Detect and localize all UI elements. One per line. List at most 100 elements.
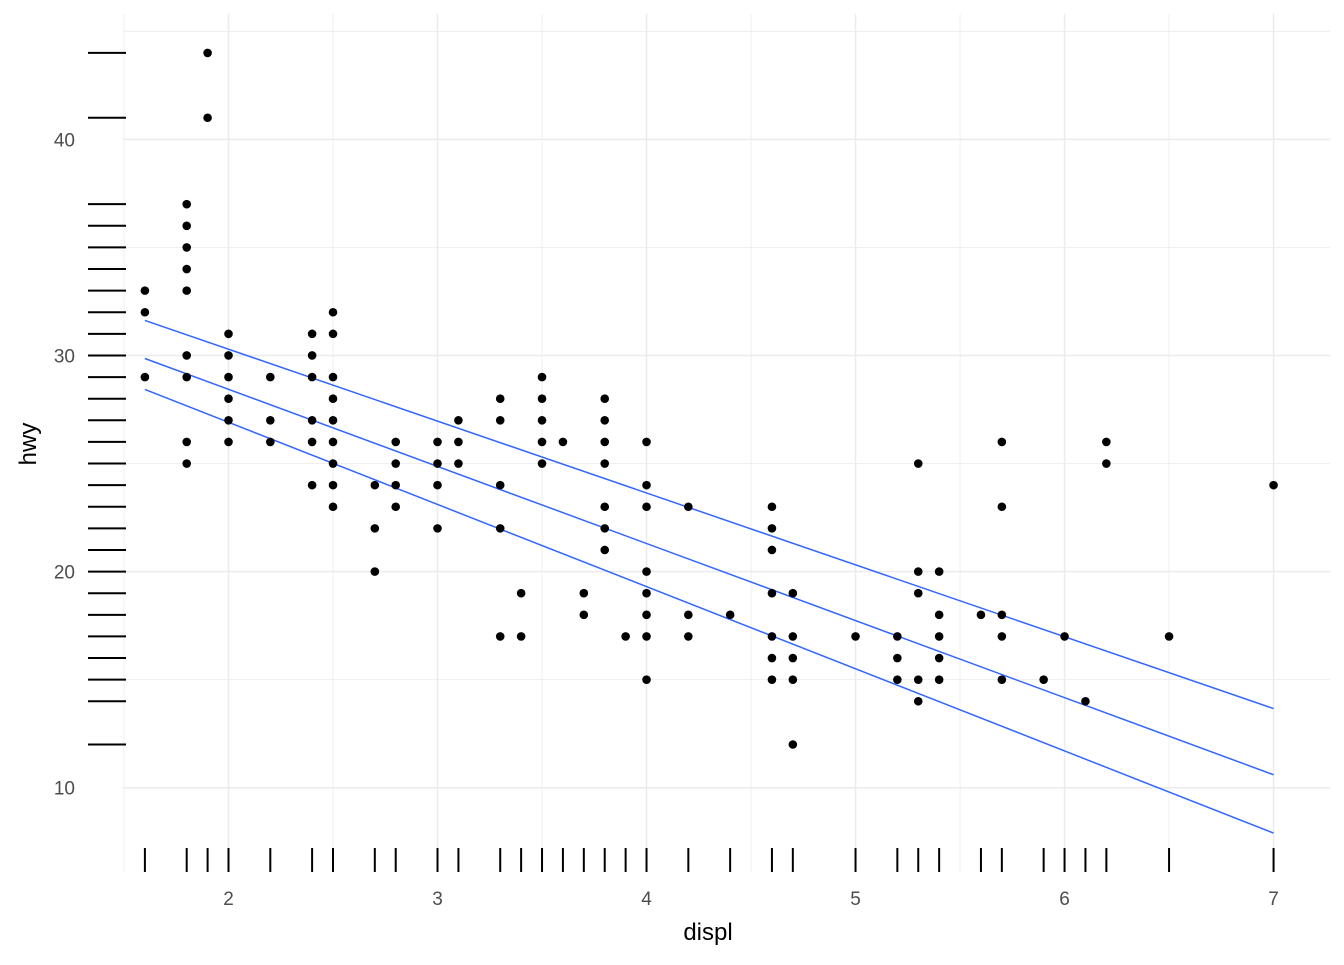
- data-point: [851, 632, 860, 641]
- data-point: [600, 437, 610, 447]
- y-tick-label: 30: [54, 346, 75, 367]
- data-point: [767, 502, 777, 512]
- data-point: [767, 632, 777, 641]
- data-point: [1039, 675, 1048, 684]
- data-point: [203, 113, 212, 123]
- data-point: [642, 567, 651, 576]
- data-point: [266, 437, 275, 447]
- data-point: [788, 632, 798, 641]
- data-point: [767, 588, 777, 598]
- data-point: [224, 416, 233, 425]
- data-point: [224, 351, 233, 360]
- data-point: [224, 329, 233, 339]
- data-point: [391, 480, 401, 490]
- quantile-line-quantile-0.25: [144, 388, 1274, 834]
- data-point: [642, 610, 651, 620]
- grid: [123, 14, 1330, 872]
- data-point: [893, 675, 902, 684]
- data-point: [788, 675, 798, 684]
- data-point: [266, 416, 275, 425]
- data-point: [537, 437, 547, 447]
- data-point: [600, 416, 610, 425]
- data-point: [997, 632, 1007, 641]
- data-point: [182, 221, 192, 231]
- data-point: [307, 416, 317, 425]
- data-point: [537, 459, 547, 468]
- data-point: [642, 675, 651, 684]
- data-point: [1102, 459, 1111, 468]
- data-point: [600, 545, 610, 555]
- data-point: [328, 329, 338, 339]
- data-point: [182, 372, 192, 382]
- data-point: [893, 632, 902, 641]
- quantile-lines: [144, 319, 1274, 834]
- quantile-line-quantile-0.75: [144, 319, 1274, 710]
- y-tick-label: 10: [54, 779, 75, 800]
- data-point: [224, 437, 233, 447]
- data-point: [307, 437, 317, 447]
- data-point: [621, 632, 630, 641]
- data-point: [391, 437, 401, 447]
- data-point: [224, 372, 233, 382]
- data-point: [642, 632, 651, 641]
- data-point: [182, 351, 192, 360]
- data-point: [203, 48, 212, 58]
- data-point: [140, 307, 150, 317]
- data-point: [893, 653, 902, 663]
- data-point: [600, 394, 610, 403]
- data-point: [642, 502, 651, 512]
- data-point: [725, 610, 735, 620]
- data-point: [788, 588, 798, 598]
- y-tick-label: 20: [54, 563, 75, 584]
- data-point: [328, 394, 338, 403]
- data-point: [495, 480, 505, 490]
- data-point: [913, 588, 923, 598]
- data-point: [537, 394, 547, 403]
- data-point: [1164, 632, 1174, 641]
- data-point: [328, 307, 338, 317]
- data-point: [433, 437, 442, 447]
- data-point: [140, 286, 150, 295]
- data-point: [328, 502, 338, 512]
- data-point: [433, 480, 442, 490]
- data-point: [767, 653, 777, 663]
- data-point: [642, 437, 651, 447]
- data-point: [307, 372, 317, 382]
- data-point: [328, 459, 338, 468]
- data-point: [788, 653, 798, 663]
- data-point: [370, 524, 380, 533]
- data-point: [328, 416, 338, 425]
- data-point: [537, 416, 547, 425]
- data-point: [454, 459, 463, 468]
- data-point: [495, 632, 505, 641]
- data-point: [976, 610, 986, 620]
- data-point: [767, 545, 777, 555]
- data-point: [788, 740, 798, 749]
- data-point: [642, 588, 651, 598]
- data-point: [328, 437, 338, 447]
- data-point: [684, 632, 693, 641]
- data-point: [224, 394, 233, 403]
- x-tick-label: 2: [223, 889, 234, 910]
- x-tick-label: 6: [1059, 889, 1070, 910]
- points: [140, 48, 1278, 749]
- data-point: [913, 567, 923, 576]
- x-tick-label: 4: [641, 889, 652, 910]
- data-point: [684, 610, 693, 620]
- data-point: [182, 199, 192, 209]
- x-tick-label: 5: [850, 889, 861, 910]
- data-point: [307, 329, 317, 339]
- data-point: [934, 632, 944, 641]
- data-point: [182, 286, 192, 295]
- data-point: [516, 588, 526, 598]
- rug: [88, 51, 1275, 872]
- data-point: [370, 567, 380, 576]
- data-point: [997, 675, 1007, 684]
- data-point: [913, 459, 923, 468]
- data-point: [454, 437, 463, 447]
- data-point: [391, 459, 401, 468]
- data-point: [767, 524, 777, 533]
- data-point: [934, 675, 944, 684]
- data-point: [495, 394, 505, 403]
